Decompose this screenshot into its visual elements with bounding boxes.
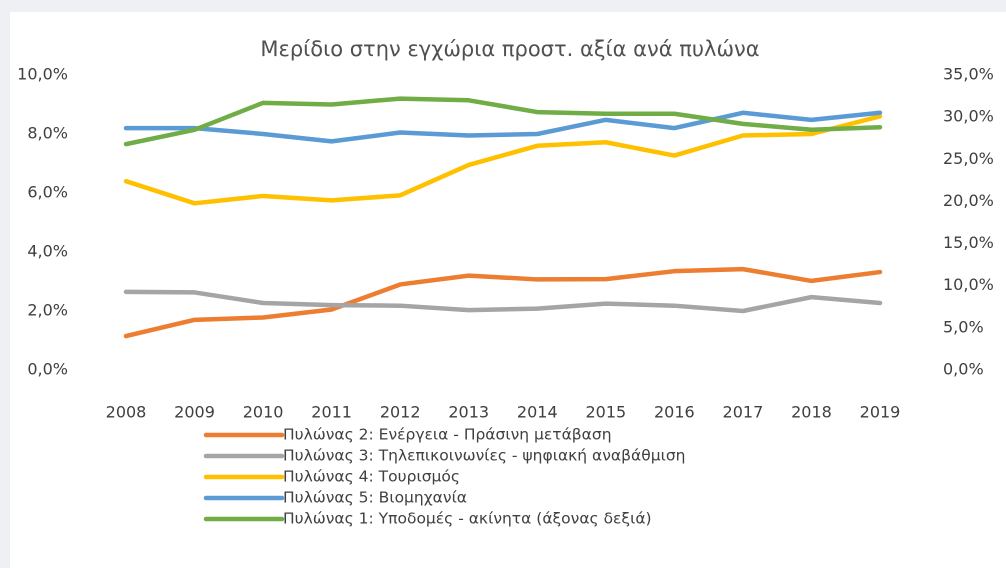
chart-title: Μερίδιο στην εγχώρια προστ. αξία ανά πυλ… <box>260 37 759 61</box>
y2-tick-label: 10,0% <box>943 275 994 294</box>
x-tick-label: 2014 <box>517 403 558 422</box>
chart-area <box>10 12 1006 568</box>
y2-tick-label: 0,0% <box>943 360 984 379</box>
x-tick-label: 2009 <box>174 403 215 422</box>
y-tick-label: 8,0% <box>27 124 68 143</box>
x-tick-label: 2008 <box>106 403 147 422</box>
x-tick-label: 2016 <box>654 403 695 422</box>
y2-tick-label: 25,0% <box>943 149 994 168</box>
legend-label: Πυλώνας 5: Βιομηχανία <box>283 489 467 507</box>
y2-tick-label: 5,0% <box>943 317 984 336</box>
y2-tick-label: 20,0% <box>943 191 994 210</box>
y-tick-label: 0,0% <box>27 360 68 379</box>
x-tick-label: 2010 <box>243 403 284 422</box>
y-tick-label: 4,0% <box>27 242 68 261</box>
y2-tick-label: 15,0% <box>943 233 994 252</box>
x-tick-label: 2011 <box>311 403 352 422</box>
series-line <box>123 114 883 206</box>
y-tick-label: 10,0% <box>17 65 68 84</box>
x-tick-label: 2015 <box>585 403 626 422</box>
series-line <box>123 110 883 144</box>
x-tick-label: 2013 <box>448 403 489 422</box>
x-tick-label: 2019 <box>860 403 901 422</box>
y-tick-label: 2,0% <box>27 301 68 320</box>
legend-label: Πυλώνας 3: Τηλεπικοινωνίες - ψηφιακή ανα… <box>283 447 686 465</box>
series-line <box>123 96 883 147</box>
x-tick-label: 2018 <box>791 403 832 422</box>
y-tick-label: 6,0% <box>27 183 68 202</box>
x-tick-label: 2012 <box>380 403 421 422</box>
series-line <box>123 289 883 314</box>
series-line <box>123 266 883 339</box>
y2-tick-label: 30,0% <box>943 107 994 126</box>
y2-tick-label: 35,0% <box>943 65 994 84</box>
legend-label: Πυλώνας 1: Υποδομές - ακίνητα (άξονας δε… <box>283 510 652 528</box>
legend-label: Πυλώνας 4: Τουρισμός <box>283 468 460 486</box>
x-tick-label: 2017 <box>723 403 764 422</box>
legend-label: Πυλώνας 2: Ενέργεια - Πράσινη μετάβαση <box>283 426 612 444</box>
